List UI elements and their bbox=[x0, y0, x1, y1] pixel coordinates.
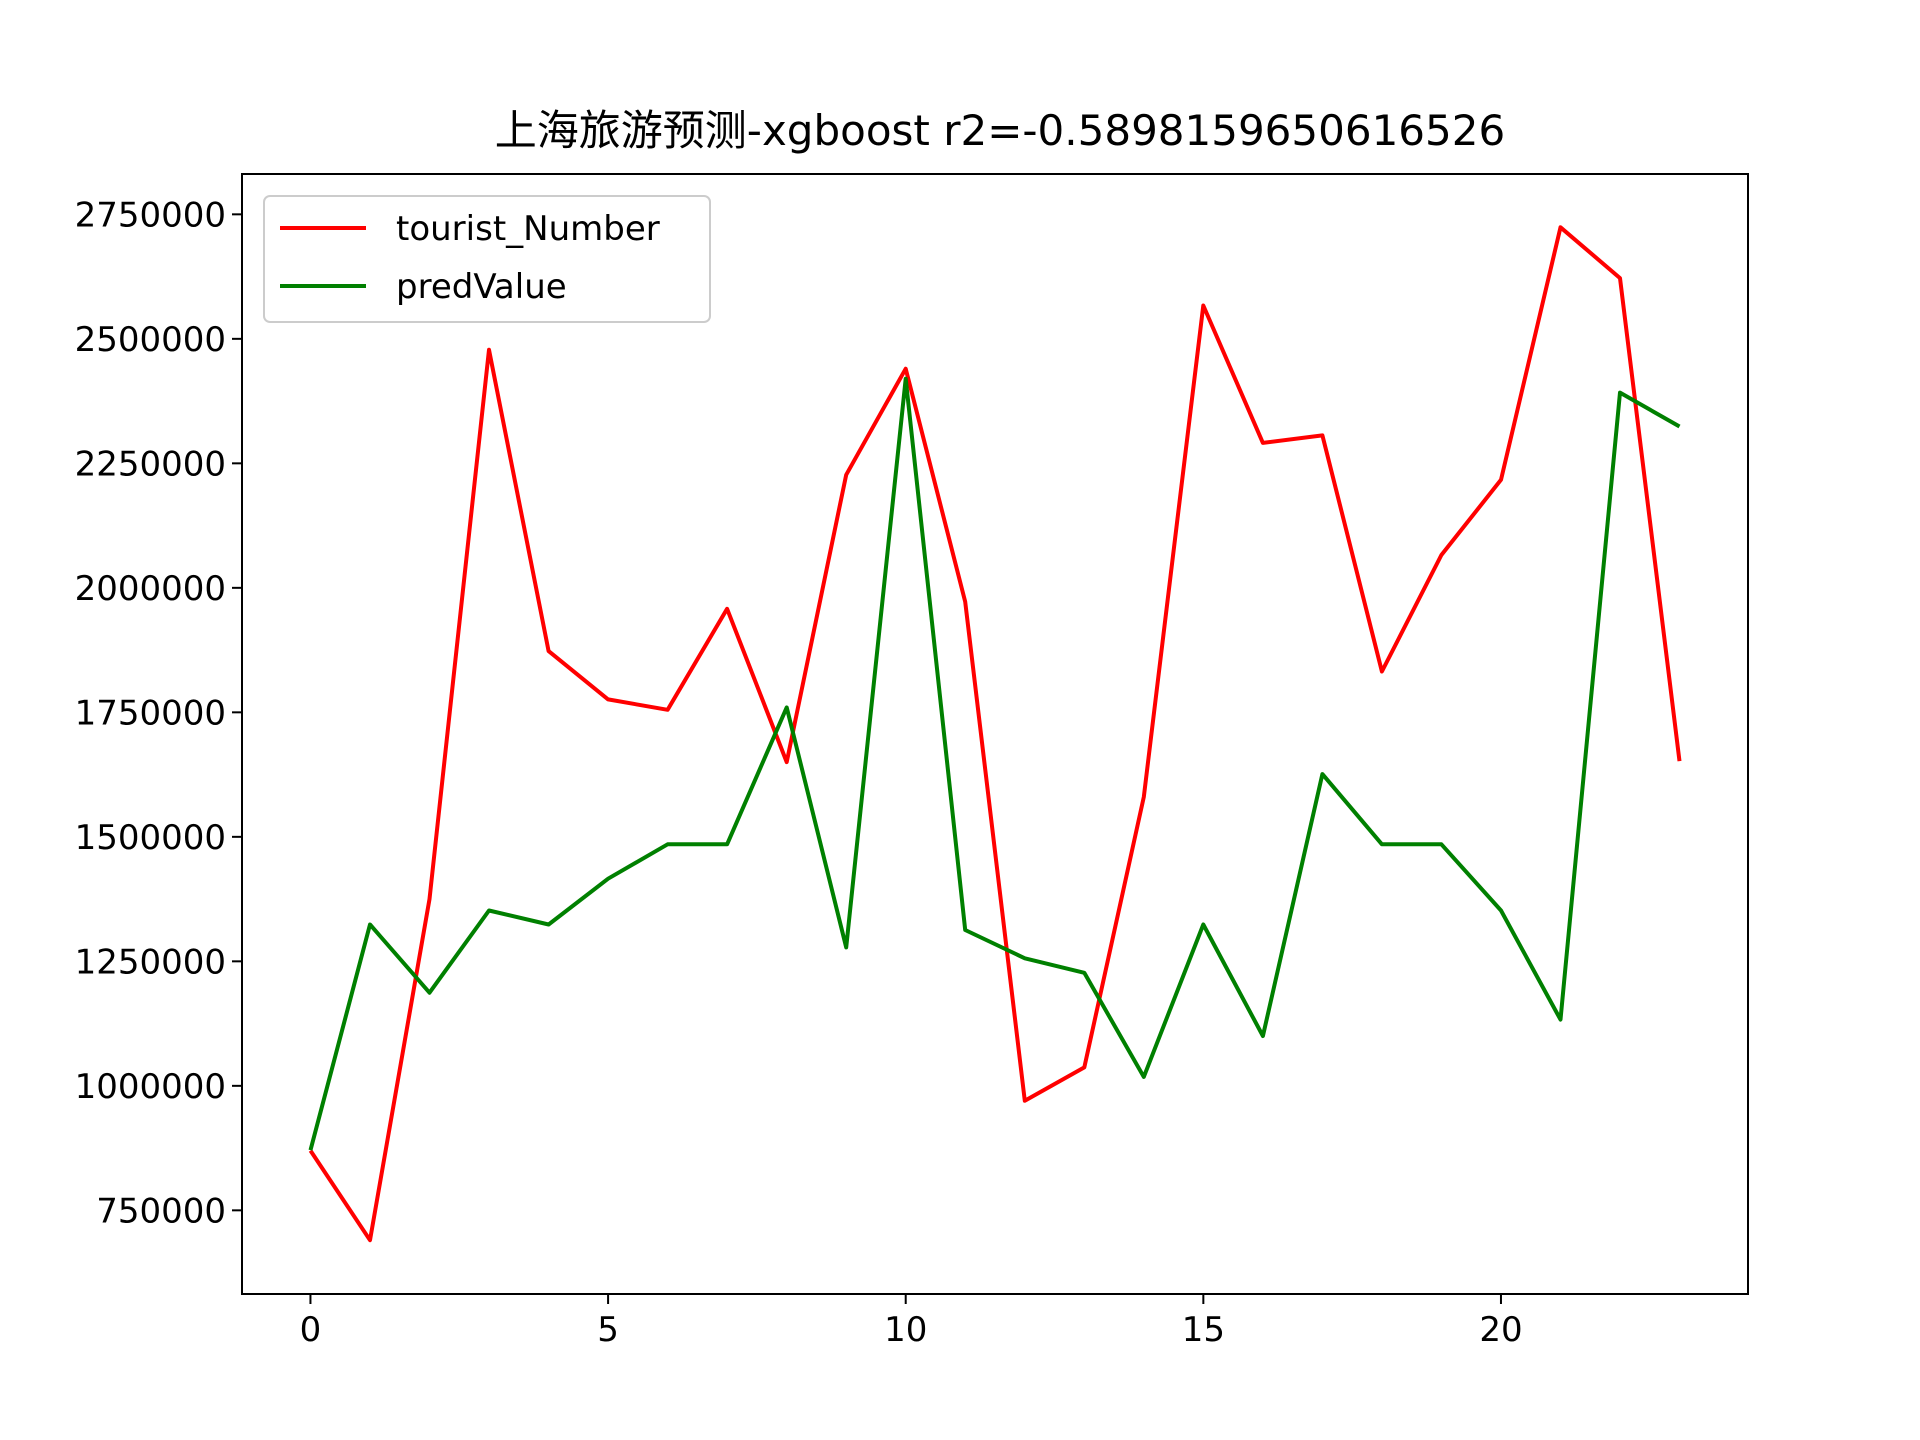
y-tick-label: 1000000 bbox=[75, 1067, 226, 1107]
y-tick-label: 2500000 bbox=[75, 320, 226, 360]
series-line-predValue bbox=[308, 376, 1681, 1151]
legend-box bbox=[263, 195, 711, 323]
chart-title: 上海旅游预测-xgboost r2=-0.5898159650616526 bbox=[495, 106, 1505, 155]
x-tick-label: 20 bbox=[1479, 1310, 1522, 1350]
y-tick-label: 1250000 bbox=[75, 942, 226, 982]
plot-area bbox=[308, 225, 1682, 1243]
y-axis: 750000 1000000 1250000 1500000 1750000 200000… bbox=[75, 195, 242, 1231]
x-axis: 0 5 10 15 20 bbox=[300, 1294, 1523, 1350]
y-tick-label: 1750000 bbox=[75, 693, 226, 733]
axes-frame bbox=[241, 173, 1749, 1295]
y-tick-label: 2750000 bbox=[75, 195, 226, 235]
x-tick-label: 5 bbox=[597, 1310, 619, 1350]
y-tick-label: 1500000 bbox=[75, 818, 226, 858]
y-tick-label: 2250000 bbox=[75, 444, 226, 484]
x-tick-label: 15 bbox=[1182, 1310, 1225, 1350]
legend-label-tourist_Number: tourist_Number bbox=[396, 209, 660, 249]
x-tick-label: 10 bbox=[884, 1310, 927, 1350]
y-tick-label: 2000000 bbox=[75, 569, 226, 609]
series-line-tourist_Number bbox=[308, 225, 1682, 1243]
legend-label-predValue: predValue bbox=[396, 267, 567, 307]
y-tick-label: 750000 bbox=[96, 1191, 226, 1231]
legend: tourist_Number predValue bbox=[263, 195, 711, 323]
x-tick-label: 0 bbox=[300, 1310, 322, 1350]
